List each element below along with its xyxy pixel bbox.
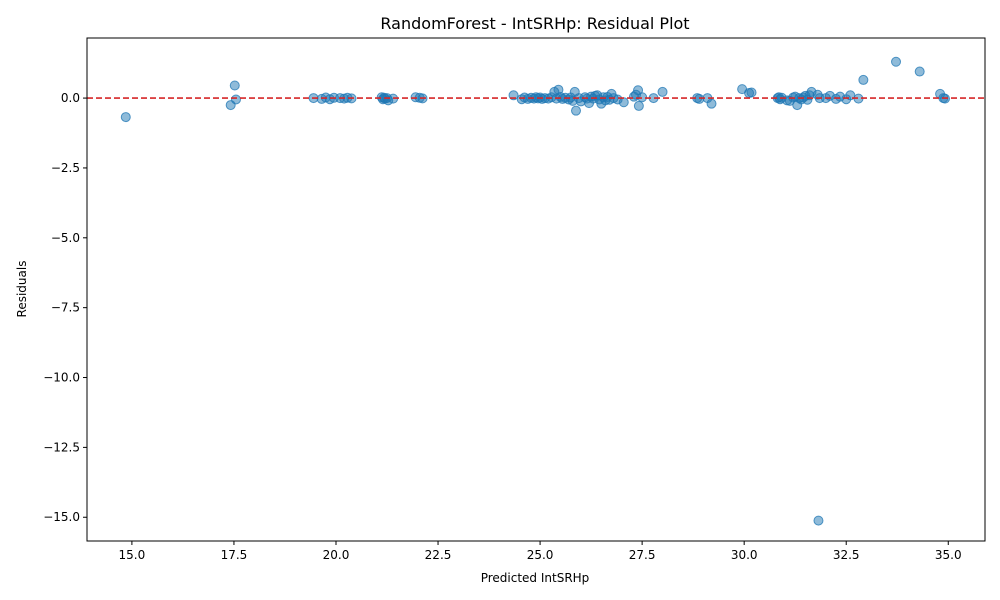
data-point: [914, 66, 925, 77]
data-point: [230, 94, 241, 105]
x-tick-label: 22.5: [425, 548, 452, 562]
y-tick-label: −5.0: [51, 231, 80, 245]
chart-title: RandomForest - IntSRHp: Residual Plot: [380, 14, 689, 33]
data-point: [813, 515, 824, 526]
y-tick-label: −2.5: [51, 161, 80, 175]
x-axis-label: Predicted IntSRHp: [481, 571, 590, 585]
x-tick-label: 35.0: [935, 548, 962, 562]
data-point: [694, 93, 705, 104]
y-tick-label: −7.5: [51, 301, 80, 315]
x-axis: 15.0 17.5 20.0 22.5 25.0 27.5 30.0 32.5 35.0: [119, 541, 962, 562]
points-layer: [120, 56, 950, 526]
y-tick-label: −15.0: [43, 510, 80, 524]
plot-frame: [86, 37, 986, 542]
data-point: [618, 97, 629, 108]
data-point: [229, 80, 240, 91]
x-tick-label: 30.0: [731, 548, 758, 562]
data-point: [746, 87, 757, 98]
data-point: [657, 86, 668, 97]
data-point: [858, 74, 869, 85]
data-point: [637, 92, 648, 103]
data-point: [633, 100, 644, 111]
x-tick-label: 25.0: [527, 548, 554, 562]
y-tick-label: −12.5: [43, 440, 80, 454]
x-tick-label: 17.5: [221, 548, 248, 562]
data-point: [891, 56, 902, 67]
x-tick-label: 15.0: [119, 548, 146, 562]
data-point: [571, 105, 582, 116]
data-point: [120, 112, 131, 123]
data-point: [706, 98, 717, 109]
y-tick-label: −10.0: [43, 371, 80, 385]
y-axis: 0.0 −2.5 −5.0 −7.5 −10.0 −12.5 −15.0: [43, 91, 87, 524]
x-tick-label: 32.5: [833, 548, 860, 562]
y-axis-label: Residuals: [15, 261, 29, 318]
y-tick-label: 0.0: [61, 91, 80, 105]
x-tick-label: 20.0: [323, 548, 350, 562]
x-tick-label: 27.5: [629, 548, 656, 562]
